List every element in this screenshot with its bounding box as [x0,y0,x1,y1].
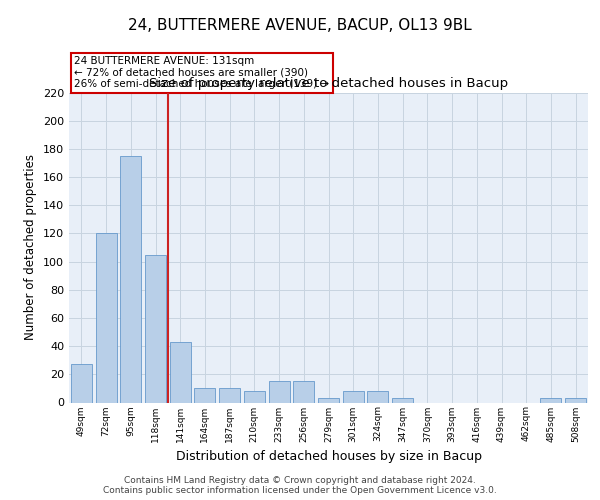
Bar [71,364,92,403]
Bar [95,234,116,402]
Text: Contains HM Land Registry data © Crown copyright and database right 2024.
Contai: Contains HM Land Registry data © Crown c… [103,476,497,495]
Bar [293,382,314,402]
Bar [392,398,413,402]
Bar [120,156,141,402]
Bar [565,398,586,402]
Bar [194,388,215,402]
Title: Size of property relative to detached houses in Bacup: Size of property relative to detached ho… [149,77,508,90]
Text: 24 BUTTERMERE AVENUE: 131sqm
← 72% of detached houses are smaller (390)
26% of s: 24 BUTTERMERE AVENUE: 131sqm ← 72% of de… [74,56,329,90]
Bar [318,398,339,402]
Bar [541,398,562,402]
Bar [219,388,240,402]
Y-axis label: Number of detached properties: Number of detached properties [25,154,37,340]
Bar [269,382,290,402]
Text: 24, BUTTERMERE AVENUE, BACUP, OL13 9BL: 24, BUTTERMERE AVENUE, BACUP, OL13 9BL [128,18,472,32]
Bar [343,391,364,402]
Bar [145,254,166,402]
Bar [170,342,191,402]
X-axis label: Distribution of detached houses by size in Bacup: Distribution of detached houses by size … [176,450,482,463]
Bar [244,391,265,402]
Bar [367,391,388,402]
